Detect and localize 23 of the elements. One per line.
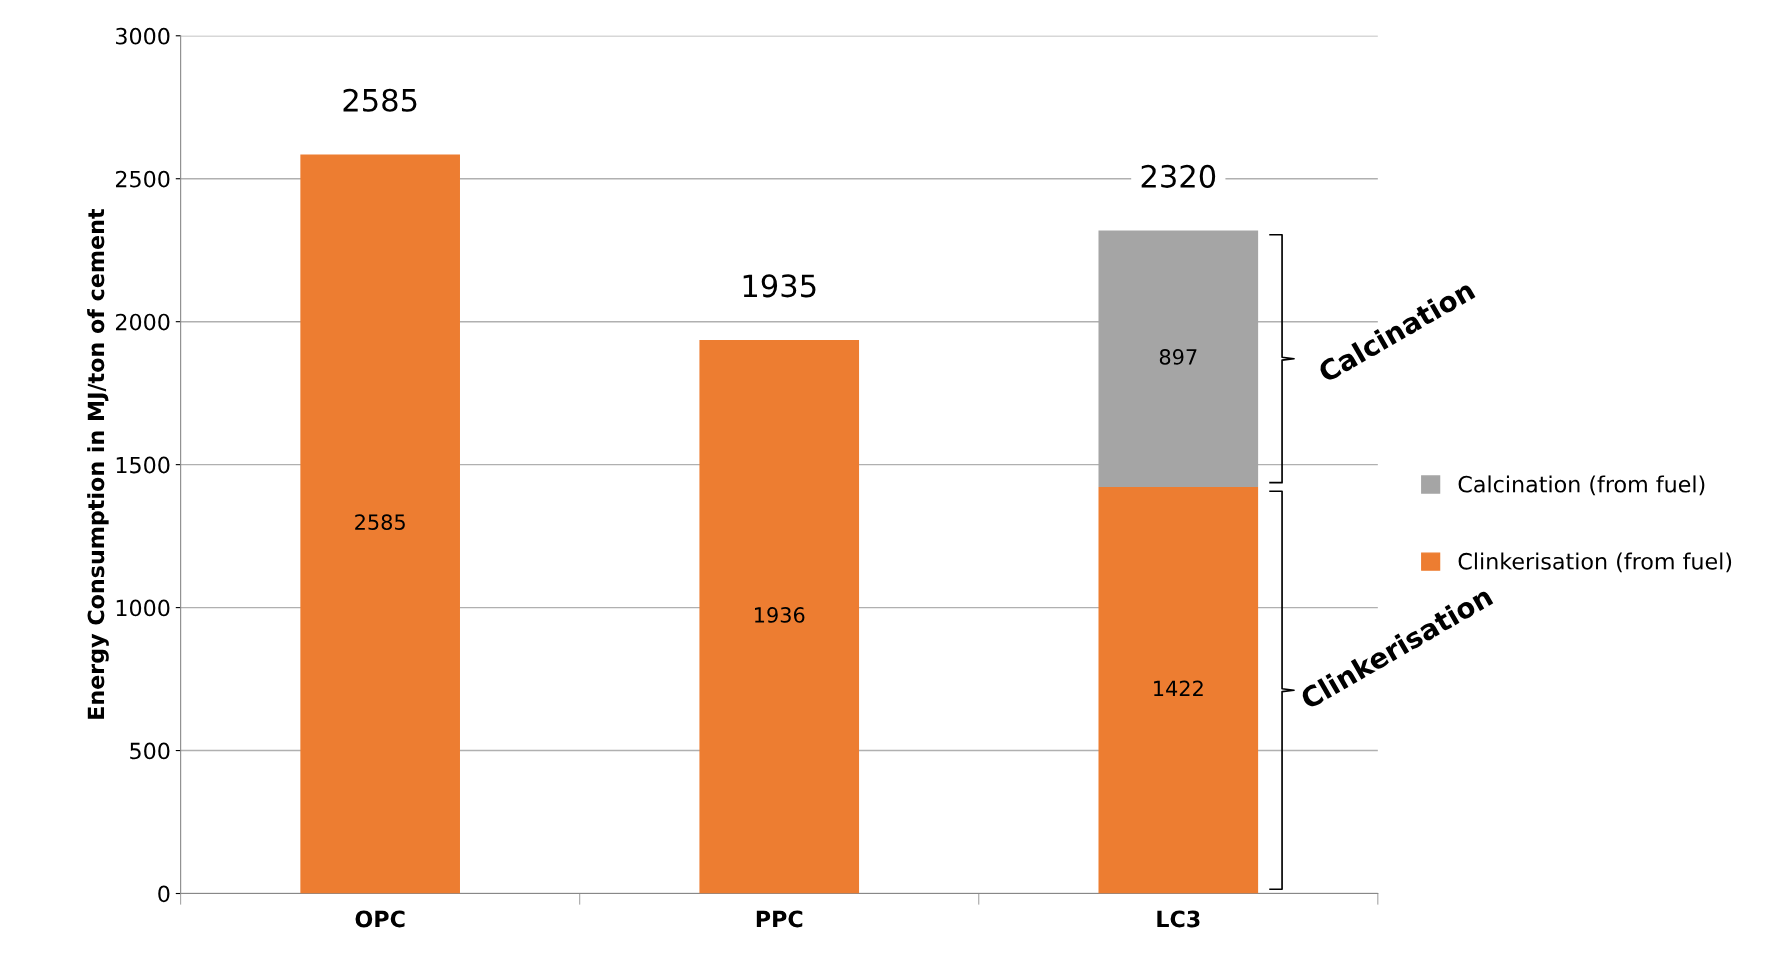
data-label: 1422 (1154, 680, 1203, 696)
legend-label: Calcination (from fuel) (1458, 475, 1705, 496)
y-tick-label: 2500 (115, 170, 170, 188)
y-axis-title: Energy Consumption in MJ/ton of cement (87, 208, 109, 719)
total-label: 2585 (343, 88, 417, 112)
y-tick-label: 3000 (116, 27, 170, 45)
x-tick-label: LC3 (1157, 910, 1200, 928)
x-tick-label: OPC (355, 910, 405, 928)
total-label: 2320 (1141, 164, 1216, 188)
bar (1098, 486, 1259, 894)
y-tick-label: 1500 (116, 456, 170, 474)
y-tick-label: 1000 (116, 599, 170, 617)
data-label: 897 (1159, 349, 1197, 365)
y-tick-label: 2000 (115, 313, 170, 331)
y-tick-label: 0 (158, 885, 170, 903)
legend-label: Clinkerisation (from fuel) (1458, 552, 1732, 573)
data-label: 2585 (355, 514, 405, 531)
total-label: 1935 (743, 274, 816, 298)
bar (699, 339, 860, 894)
x-tick-label: PPC (756, 910, 803, 928)
y-tick-label: 500 (130, 742, 170, 760)
data-label: 1936 (755, 607, 805, 623)
bar (300, 154, 460, 894)
